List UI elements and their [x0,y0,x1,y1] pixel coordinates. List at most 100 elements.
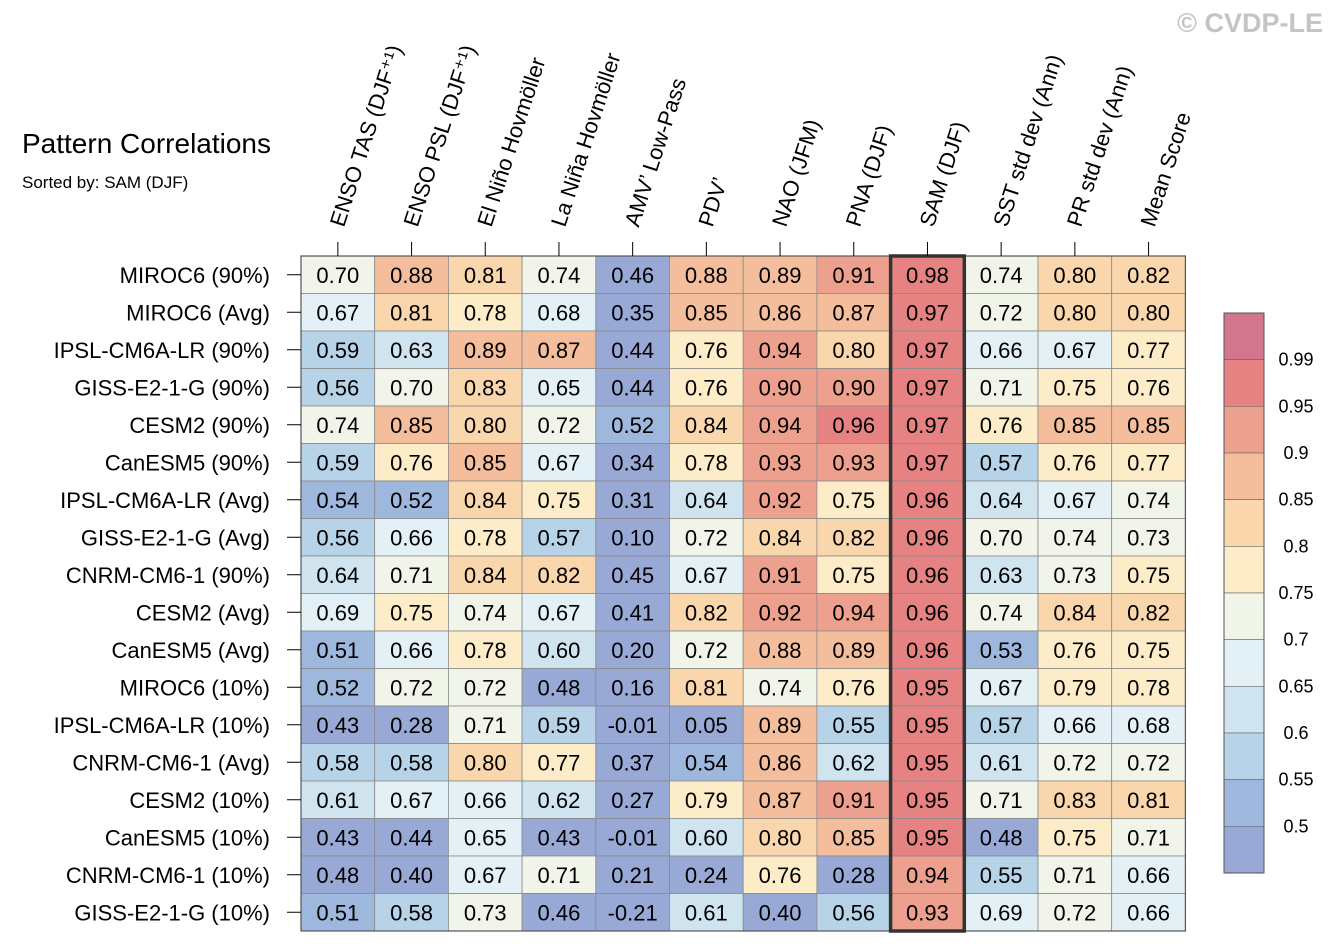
cell-value: 0.63 [980,563,1023,588]
cell-value: 0.55 [980,863,1023,888]
cell-value: 0.76 [1053,450,1096,475]
column-label: AMV’ Low-Pass [620,75,692,230]
row-label: CESM2 (Avg) [136,600,270,625]
heatmap-cell [447,330,523,369]
heatmap-cell [669,443,744,482]
cell-value: 0.75 [1053,825,1096,850]
cell-value: 0.97 [906,450,949,475]
heatmap-cell [521,518,597,557]
heatmap-cell [521,443,597,482]
heatmap-cell [742,630,818,669]
heatmap-cell [1111,480,1186,519]
cell-value: 0.98 [906,263,949,288]
column-label: La Niña Hovmöller [546,50,626,230]
cell-value: 0.93 [832,450,875,475]
row-label: GISS-E2-1-G (10%) [74,900,270,925]
heatmap-cell [374,293,449,332]
cell-value: 0.77 [538,750,581,775]
heatmap-cell [521,893,597,932]
cell-value: 0.45 [611,563,654,588]
cell-value: 0.54 [685,750,728,775]
heatmap-cell [816,705,892,744]
heatmap-cell [374,480,449,519]
cell-value: 0.85 [464,450,507,475]
heatmap-cell [300,855,376,894]
cell-value: 0.78 [464,638,507,663]
heatmap-cell [742,705,818,744]
cell-value: 0.20 [611,638,654,663]
heatmap-cell [816,593,892,632]
colorbar-tick-label: 0.95 [1278,396,1313,416]
heatmap-cell [1111,893,1186,932]
cell-value: 0.63 [390,338,433,363]
cell-value: 0.67 [464,863,507,888]
row-label: IPSL-CM6A-LR (Avg) [60,488,270,513]
cell-value: 0.82 [538,563,581,588]
cell-value: 0.21 [611,863,654,888]
cell-value: 0.48 [316,863,359,888]
cell-value: 0.76 [1053,638,1096,663]
cell-value: 0.41 [611,600,654,625]
heatmap-cell [300,405,376,444]
cell-value: 0.77 [1127,450,1170,475]
cell-value: 0.65 [464,825,507,850]
heatmap-cell [742,293,818,332]
watermark-text: © CVDP-LE [1177,8,1323,38]
cell-value: 0.66 [1127,863,1170,888]
heatmap-cell [963,705,1039,744]
heatmap-cell [374,255,449,294]
heatmap-cell [521,593,597,632]
heatmap-cell [963,668,1039,707]
cell-value: 0.94 [759,413,802,438]
cell-value: 0.79 [1053,675,1096,700]
heatmap-cell [595,593,670,632]
cell-value: 0.71 [464,713,507,738]
cell-value: 0.64 [980,488,1023,513]
heatmap-cell [300,518,376,557]
cell-value: 0.96 [906,600,949,625]
cell-value: 0.40 [390,863,433,888]
heatmap-cell [816,293,892,332]
cell-value: 0.43 [316,713,359,738]
heatmap-cell [595,330,670,369]
cell-value: 0.96 [906,563,949,588]
cell-value: 0.96 [832,413,875,438]
cell-value: 0.56 [316,375,359,400]
cell-value: 0.78 [464,300,507,325]
cell-value: 0.83 [464,375,507,400]
heatmap-cell [669,255,744,294]
cell-value: 0.88 [685,263,728,288]
cell-value: 0.83 [1053,788,1096,813]
heatmap-cell [521,780,597,819]
cell-value: 0.61 [685,900,728,925]
heatmap-cell [521,555,597,594]
heatmap-cell [1111,330,1186,369]
cell-value: 0.43 [316,825,359,850]
cell-value: 0.88 [390,263,433,288]
heatmap-cell [595,480,670,519]
heatmap-cell [742,480,818,519]
heatmap-cell [890,630,965,669]
cell-value: 0.66 [390,525,433,550]
cell-value: 0.34 [611,450,654,475]
heatmap-cell [447,405,523,444]
cell-value: 0.85 [1127,413,1170,438]
colorbar-tick-label: 0.85 [1278,490,1313,510]
cell-value: 0.24 [685,863,728,888]
heatmap-cell [1111,368,1186,407]
colorbar-frame [1223,312,1265,874]
cell-value: 0.55 [832,713,875,738]
cell-value: 0.69 [980,900,1023,925]
heatmap-cell [669,368,744,407]
cell-value: 0.76 [1127,375,1170,400]
cell-value: 0.58 [390,750,433,775]
heatmap-cell [669,630,744,669]
colorbar-segment [1223,406,1265,454]
colorbar-segment [1223,499,1265,547]
heatmap-cell [521,368,597,407]
cell-value: 0.69 [316,600,359,625]
heatmap-grid: 0.70 0.88 0.81 0.74 0.46 0.88 0.89 0.91 0.98 0.74… [300,254,1187,933]
cell-value: 0.66 [1053,713,1096,738]
colorbar-segment [1223,592,1265,640]
heatmap-cell [742,330,818,369]
